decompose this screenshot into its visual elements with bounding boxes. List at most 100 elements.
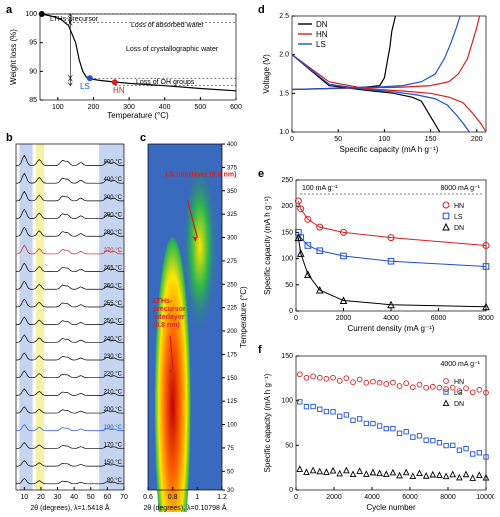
svg-text:80 °C: 80 °C	[107, 478, 123, 484]
svg-text:290 °C: 290 °C	[104, 213, 123, 219]
svg-text:200: 200	[227, 329, 238, 335]
svg-text:150: 150	[281, 353, 293, 360]
svg-text:Cycle number: Cycle number	[366, 503, 416, 512]
svg-text:0: 0	[294, 315, 298, 322]
svg-text:DN: DN	[316, 20, 328, 29]
svg-text:100: 100	[281, 256, 293, 263]
svg-text:200 °C: 200 °C	[104, 407, 123, 413]
svg-text:70: 70	[120, 494, 128, 501]
panel-c: c 0.60.811.23050751001251501752002252502…	[140, 132, 248, 512]
svg-text:HN: HN	[316, 30, 328, 39]
svg-text:50: 50	[285, 442, 293, 449]
svg-text:2θ (degrees), λ=0.10798 Å: 2θ (degrees), λ=0.10798 Å	[143, 503, 226, 512]
svg-text:0.8: 0.8	[168, 494, 178, 501]
svg-text:HN: HN	[113, 86, 125, 95]
svg-text:150: 150	[281, 229, 293, 236]
svg-text:240 °C: 240 °C	[104, 336, 123, 342]
svg-text:400: 400	[227, 142, 238, 148]
svg-text:50: 50	[227, 469, 234, 475]
panel-f-chart: 0200040006000800010000050100150Cycle num…	[258, 344, 494, 512]
svg-text:4000: 4000	[383, 315, 399, 322]
svg-text:210 °C: 210 °C	[104, 389, 123, 395]
svg-text:0: 0	[289, 487, 293, 494]
svg-text:100: 100	[25, 11, 37, 18]
svg-text:230 °C: 230 °C	[104, 354, 123, 360]
svg-text:LS: LS	[80, 82, 90, 91]
svg-text:20: 20	[37, 494, 45, 501]
panel-f: f 0200040006000800010000050100150Cycle n…	[258, 344, 494, 512]
panel-a: a 100200300400500600859095100Temperature…	[6, 4, 244, 120]
svg-text:LS: LS	[316, 40, 326, 49]
svg-text:Specific capacity (mA h g⁻¹): Specific capacity (mA h g⁻¹)	[263, 196, 272, 295]
panel-e-chart: 02000400060008000050100150200250Current …	[258, 168, 494, 333]
svg-text:50: 50	[285, 282, 293, 289]
svg-text:Temperature (°C): Temperature (°C)	[239, 286, 248, 348]
svg-text:0: 0	[294, 494, 298, 501]
svg-text:6000: 6000	[431, 315, 447, 322]
svg-text:Voltage (V): Voltage (V)	[262, 54, 271, 94]
svg-text:0.6: 0.6	[143, 494, 153, 501]
panel-b-chart: 102030405060702θ (degrees), λ=1.5418 Å80…	[6, 132, 134, 512]
panel-d-chart: 0501001502001.01.52.02.5Specific capacit…	[258, 4, 494, 154]
svg-text:10: 10	[20, 494, 28, 501]
svg-text:Current density (mA g⁻¹): Current density (mA g⁻¹)	[348, 324, 435, 333]
svg-text:HN: HN	[454, 203, 464, 210]
svg-text:75: 75	[227, 446, 234, 452]
svg-text:Temperature (°C): Temperature (°C)	[107, 111, 169, 120]
svg-text:800 °C: 800 °C	[104, 159, 123, 165]
svg-text:400: 400	[159, 104, 171, 111]
svg-text:400 °C: 400 °C	[104, 177, 123, 183]
svg-text:220 °C: 220 °C	[104, 372, 123, 378]
svg-text:150: 150	[425, 136, 437, 143]
panel-d-label: d	[258, 4, 265, 16]
panel-e-label: e	[258, 168, 264, 180]
svg-text:250: 250	[227, 282, 238, 288]
svg-text:150: 150	[227, 376, 238, 382]
svg-text:2θ (degrees), λ=1.5418 Å: 2θ (degrees), λ=1.5418 Å	[30, 503, 110, 512]
panel-e: e 02000400060008000050100150200250Curren…	[258, 168, 494, 333]
panel-c-label: c	[140, 132, 146, 144]
svg-text:8000: 8000	[440, 494, 456, 501]
svg-text:30: 30	[227, 488, 234, 494]
svg-text:300: 300	[227, 236, 238, 242]
svg-text:100: 100	[281, 398, 293, 405]
svg-text:100: 100	[379, 136, 391, 143]
svg-text:600: 600	[230, 104, 242, 111]
svg-text:500: 500	[195, 104, 207, 111]
svg-text:250 °C: 250 °C	[104, 319, 123, 325]
svg-text:0: 0	[289, 308, 293, 315]
svg-text:DN: DN	[454, 401, 464, 408]
svg-text:255 °C: 255 °C	[104, 301, 123, 307]
svg-text:200: 200	[281, 203, 293, 210]
svg-text:Specific capacity (mA h g⁻¹): Specific capacity (mA h g⁻¹)	[340, 145, 439, 154]
panel-f-label: f	[258, 344, 262, 356]
svg-text:LS interlayer (0.6 nm): LS interlayer (0.6 nm)	[165, 172, 236, 179]
svg-text:0: 0	[290, 136, 294, 143]
svg-text:Specific capacity (mA h g⁻¹): Specific capacity (mA h g⁻¹)	[263, 373, 272, 472]
svg-text:225: 225	[227, 306, 238, 312]
svg-text:200: 200	[88, 104, 100, 111]
svg-text:1.5: 1.5	[279, 90, 289, 97]
svg-text:275: 275	[227, 259, 238, 265]
svg-text:90: 90	[29, 68, 37, 75]
panel-a-label: a	[6, 4, 12, 16]
svg-text:8000: 8000	[478, 315, 494, 322]
svg-text:95: 95	[29, 40, 37, 47]
svg-text:6000: 6000	[402, 494, 418, 501]
panel-c-chart: 0.60.811.2305075100125150175200225250275…	[140, 132, 248, 512]
ann-cryst: Loss of crystallographic water	[126, 46, 236, 53]
svg-text:250: 250	[281, 177, 293, 184]
panel-a-chart: 100200300400500600859095100Temperature (…	[6, 4, 244, 120]
svg-text:270 °C: 270 °C	[104, 248, 123, 254]
svg-text:125: 125	[227, 399, 238, 405]
svg-text:100: 100	[227, 423, 238, 429]
svg-text:8000 mA g⁻¹: 8000 mA g⁻¹	[441, 185, 481, 192]
svg-text:1.2: 1.2	[217, 494, 227, 501]
svg-text:300 °C: 300 °C	[104, 195, 123, 201]
svg-text:2.5: 2.5	[279, 13, 289, 20]
svg-text:HN: HN	[454, 379, 464, 386]
svg-text:170 °C: 170 °C	[104, 442, 123, 448]
panel-b: b 102030405060702θ (degrees), λ=1.5418 Å…	[6, 132, 134, 512]
svg-text:DN: DN	[454, 225, 464, 232]
svg-text:260 °C: 260 °C	[104, 283, 123, 289]
